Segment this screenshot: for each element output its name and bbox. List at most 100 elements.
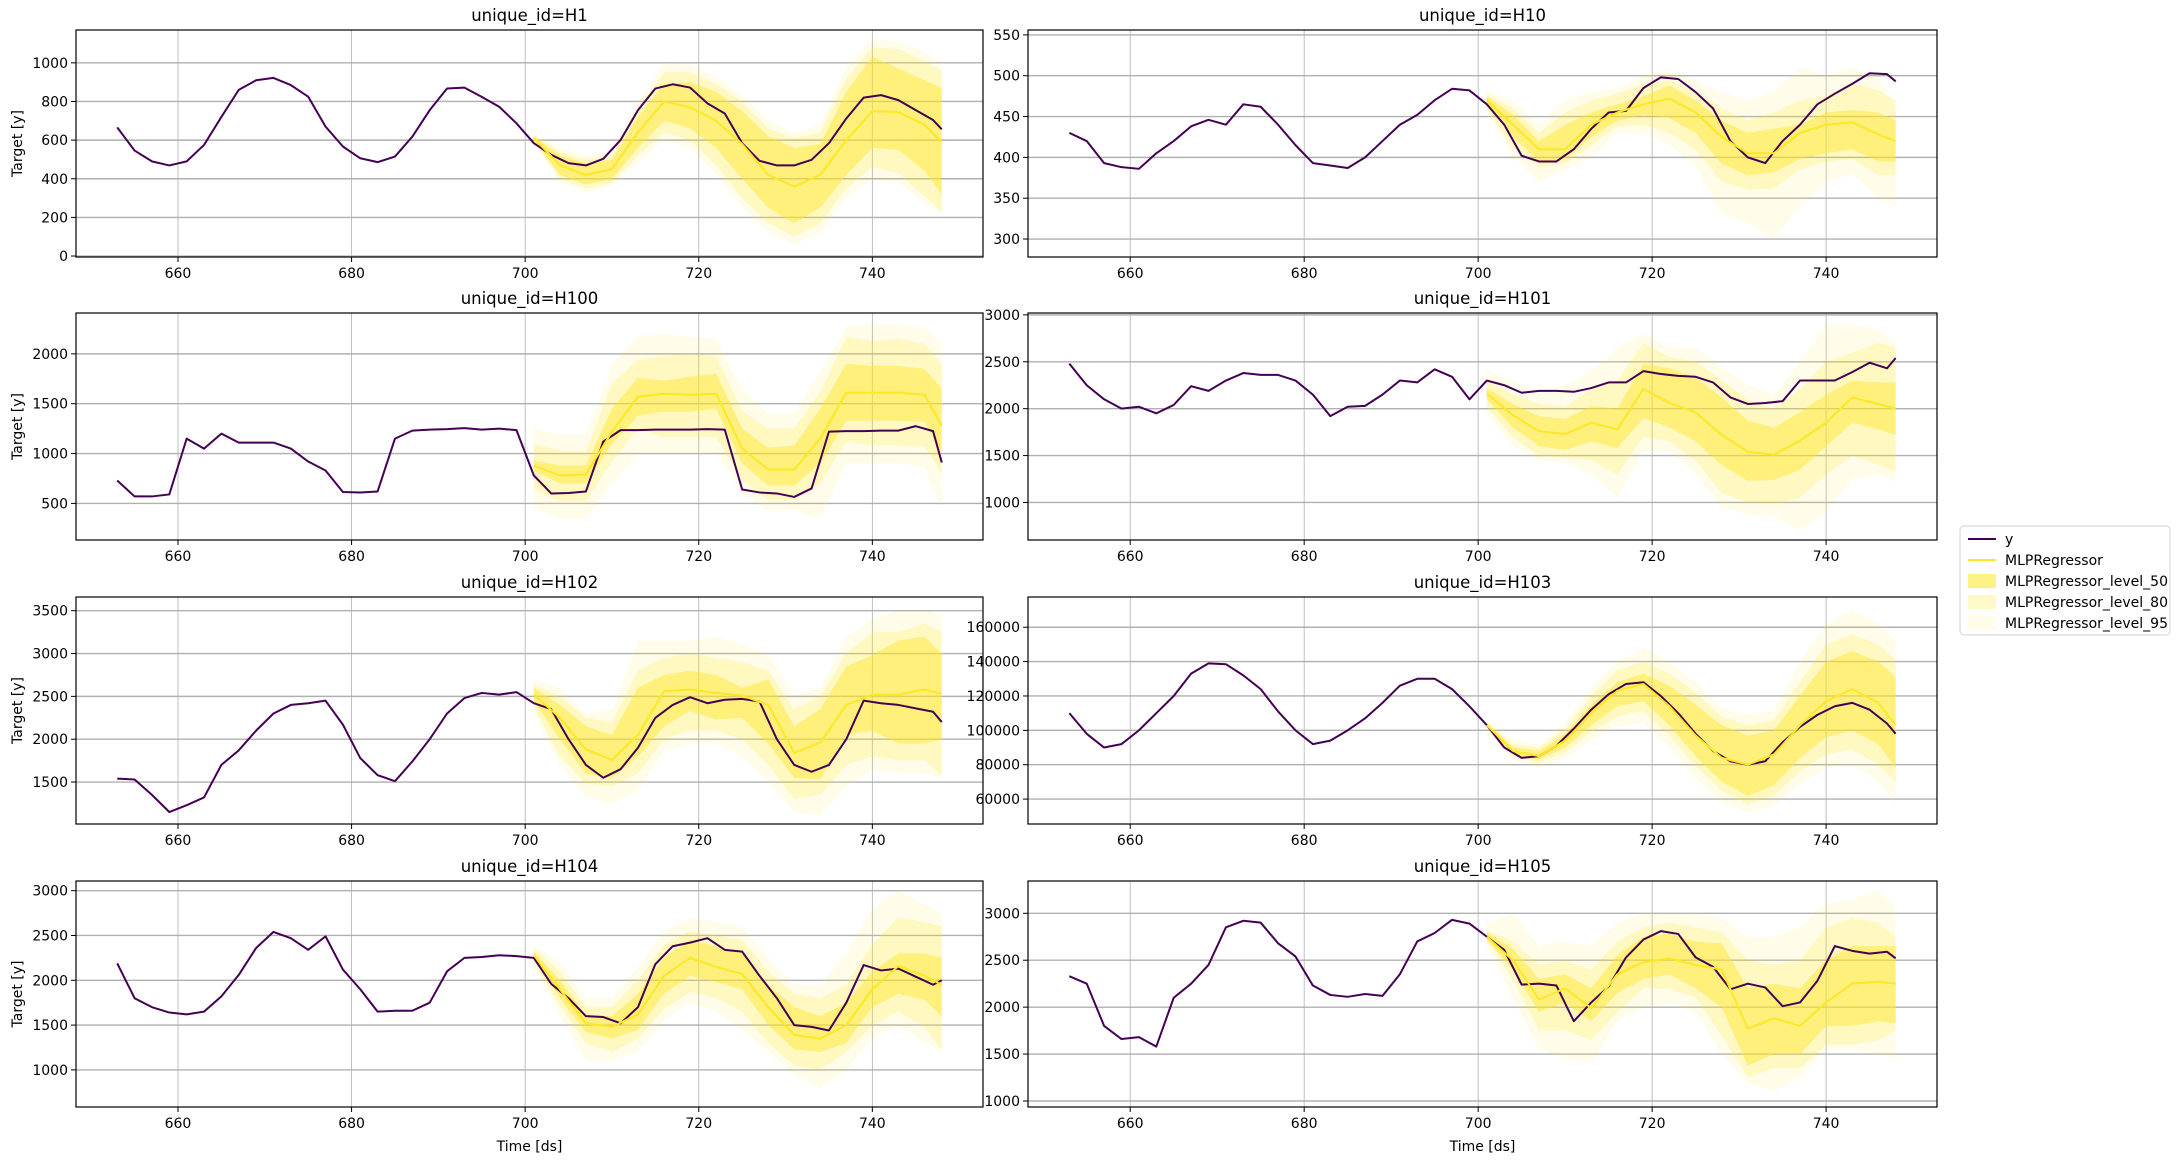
x-tick-label: 660	[165, 549, 192, 565]
x-tick-label: 700	[512, 1116, 539, 1132]
legend-label: MLPRegressor_level_95	[2005, 616, 2168, 632]
x-tick-label: 680	[1291, 1116, 1318, 1132]
x-tick-label: 740	[859, 833, 886, 849]
y-tick-label: 2000	[984, 402, 1020, 418]
x-tick-label: 660	[1117, 549, 1144, 565]
prediction-band-level-80	[1486, 917, 1896, 1078]
prediction-band-level-50	[1486, 932, 1896, 1066]
prediction-band-level-80	[1486, 634, 1896, 805]
x-tick-label: 720	[1639, 833, 1666, 849]
x-tick-label: 680	[1291, 266, 1318, 282]
subplot-H100: 660 680 700 720 740 500 1000 1500 2000 unique_id=…	[10, 289, 984, 565]
y-tick-label: 1500	[32, 775, 68, 791]
prediction-band-level-50	[1486, 363, 1896, 481]
y-tick-label: 2500	[32, 928, 68, 944]
x-tick-label: 740	[859, 549, 886, 565]
legend-patch-swatch	[1968, 595, 1996, 609]
legend-item: MLPRegressor	[1968, 553, 2103, 569]
plot-area	[117, 610, 943, 817]
prediction-band-level-80	[533, 623, 942, 800]
y-tick-label: 3000	[984, 906, 1020, 922]
x-tick-label: 660	[1117, 833, 1144, 849]
y-tick-label: 1500	[32, 1018, 68, 1034]
mlpregressor-forecast-line	[1486, 97, 1897, 155]
prediction-band-level-95	[533, 610, 942, 817]
subplot-title: unique_id=H102	[461, 573, 599, 593]
axes-frame	[1027, 880, 1938, 1108]
x-tick-label: 700	[512, 833, 539, 849]
prediction-band-level-80	[533, 47, 942, 237]
subplot-title: unique_id=H103	[1414, 573, 1552, 593]
x-axis-label: Time [ds]	[1449, 1139, 1516, 1155]
y-tick-label: 1000	[32, 447, 68, 463]
subplot-H105: 660 680 700 720 740 1000 1500 2000 2500 3000 uniqu…	[984, 857, 1938, 1155]
actual-y-line	[116, 930, 943, 1032]
axes-frame	[1027, 596, 1938, 825]
mlpregressor-forecast-line	[533, 954, 943, 1040]
y-tick-label: 400	[41, 172, 68, 188]
y-axis-label: Target [y]	[10, 110, 26, 178]
x-tick-label: 740	[859, 266, 886, 282]
y-tick-label: 3000	[32, 884, 68, 900]
x-tick-label: 740	[1813, 833, 1840, 849]
x-tick-label: 680	[338, 549, 365, 565]
x-tick-label: 740	[1813, 1116, 1840, 1132]
y-axis-label: Target [y]	[10, 677, 26, 745]
legend-item: MLPRegressor_level_95	[1968, 616, 2168, 632]
y-tick-label: 2000	[984, 1000, 1020, 1016]
mlpregressor-forecast-line	[1486, 936, 1896, 1030]
legend-label: y	[2005, 532, 2013, 548]
y-tick-label: 2500	[32, 689, 68, 705]
y-tick-label: 200	[41, 210, 68, 226]
prediction-band-level-50	[533, 636, 942, 780]
legend-item: MLPRegressor_level_80	[1968, 595, 2168, 611]
x-tick-label: 680	[1291, 833, 1318, 849]
subplot-title: unique_id=H101	[1414, 289, 1552, 309]
x-tick-label: 720	[685, 266, 712, 282]
y-axis-label: Target [y]	[10, 961, 26, 1029]
y-tick-label: 140000	[967, 655, 1020, 671]
x-tick-label: 720	[1639, 1116, 1666, 1132]
prediction-band-level-95	[533, 39, 942, 245]
y-tick-label: 2000	[32, 732, 68, 748]
prediction-band-level-95	[1486, 324, 1896, 531]
subplot-title: unique_id=H100	[461, 289, 599, 309]
y-tick-label: 60000	[975, 792, 1020, 808]
x-tick-label: 740	[1813, 266, 1840, 282]
y-tick-label: 160000	[967, 620, 1020, 636]
y-tick-label: 2000	[32, 347, 68, 363]
y-tick-label: 2000	[32, 973, 68, 989]
y-tick-label: 1000	[32, 56, 68, 72]
x-tick-label: 680	[338, 1116, 365, 1132]
prediction-band-level-50	[533, 939, 942, 1052]
legend: y MLPRegressor MLPRegressor_level_50 MLPReg…	[1959, 525, 2171, 636]
y-tick-label: 500	[41, 496, 68, 512]
y-tick-label: 100000	[967, 723, 1020, 739]
actual-y-line	[1068, 357, 1897, 418]
subplot-H1: 660 680 700 720 740 0 200 400 600 800 1000 unique_i…	[10, 6, 984, 282]
x-tick-label: 680	[338, 266, 365, 282]
y-tick-label: 400	[993, 150, 1020, 166]
x-tick-label: 660	[165, 266, 192, 282]
y-tick-label: 1500	[984, 1047, 1020, 1063]
x-tick-label: 720	[1639, 549, 1666, 565]
axes-frame	[1027, 29, 1938, 258]
x-tick-label: 700	[1465, 266, 1492, 282]
x-tick-label: 700	[1465, 833, 1492, 849]
x-tick-label: 660	[165, 833, 192, 849]
plot-area	[1068, 324, 1897, 531]
prediction-band-level-80	[533, 917, 942, 1070]
legend-item: MLPRegressor_level_50	[1968, 574, 2168, 590]
plot-area	[116, 39, 943, 245]
subplot-title: unique_id=H105	[1414, 857, 1552, 877]
axes-frame	[75, 312, 984, 541]
subplot-H103: 660 680 700 720 740 60000 80000 100000 120000 140…	[967, 573, 1938, 849]
x-tick-label: 720	[685, 1116, 712, 1132]
legend-label: MLPRegressor_level_80	[2005, 595, 2168, 611]
mlpregressor-forecast-line	[533, 688, 943, 761]
x-tick-label: 660	[1117, 1116, 1144, 1132]
x-tick-label: 700	[512, 549, 539, 565]
axes-frame	[75, 596, 984, 825]
subplots: 660 680 700 720 740 0 200 400 600 800 1000 unique_i…	[10, 6, 1938, 1155]
